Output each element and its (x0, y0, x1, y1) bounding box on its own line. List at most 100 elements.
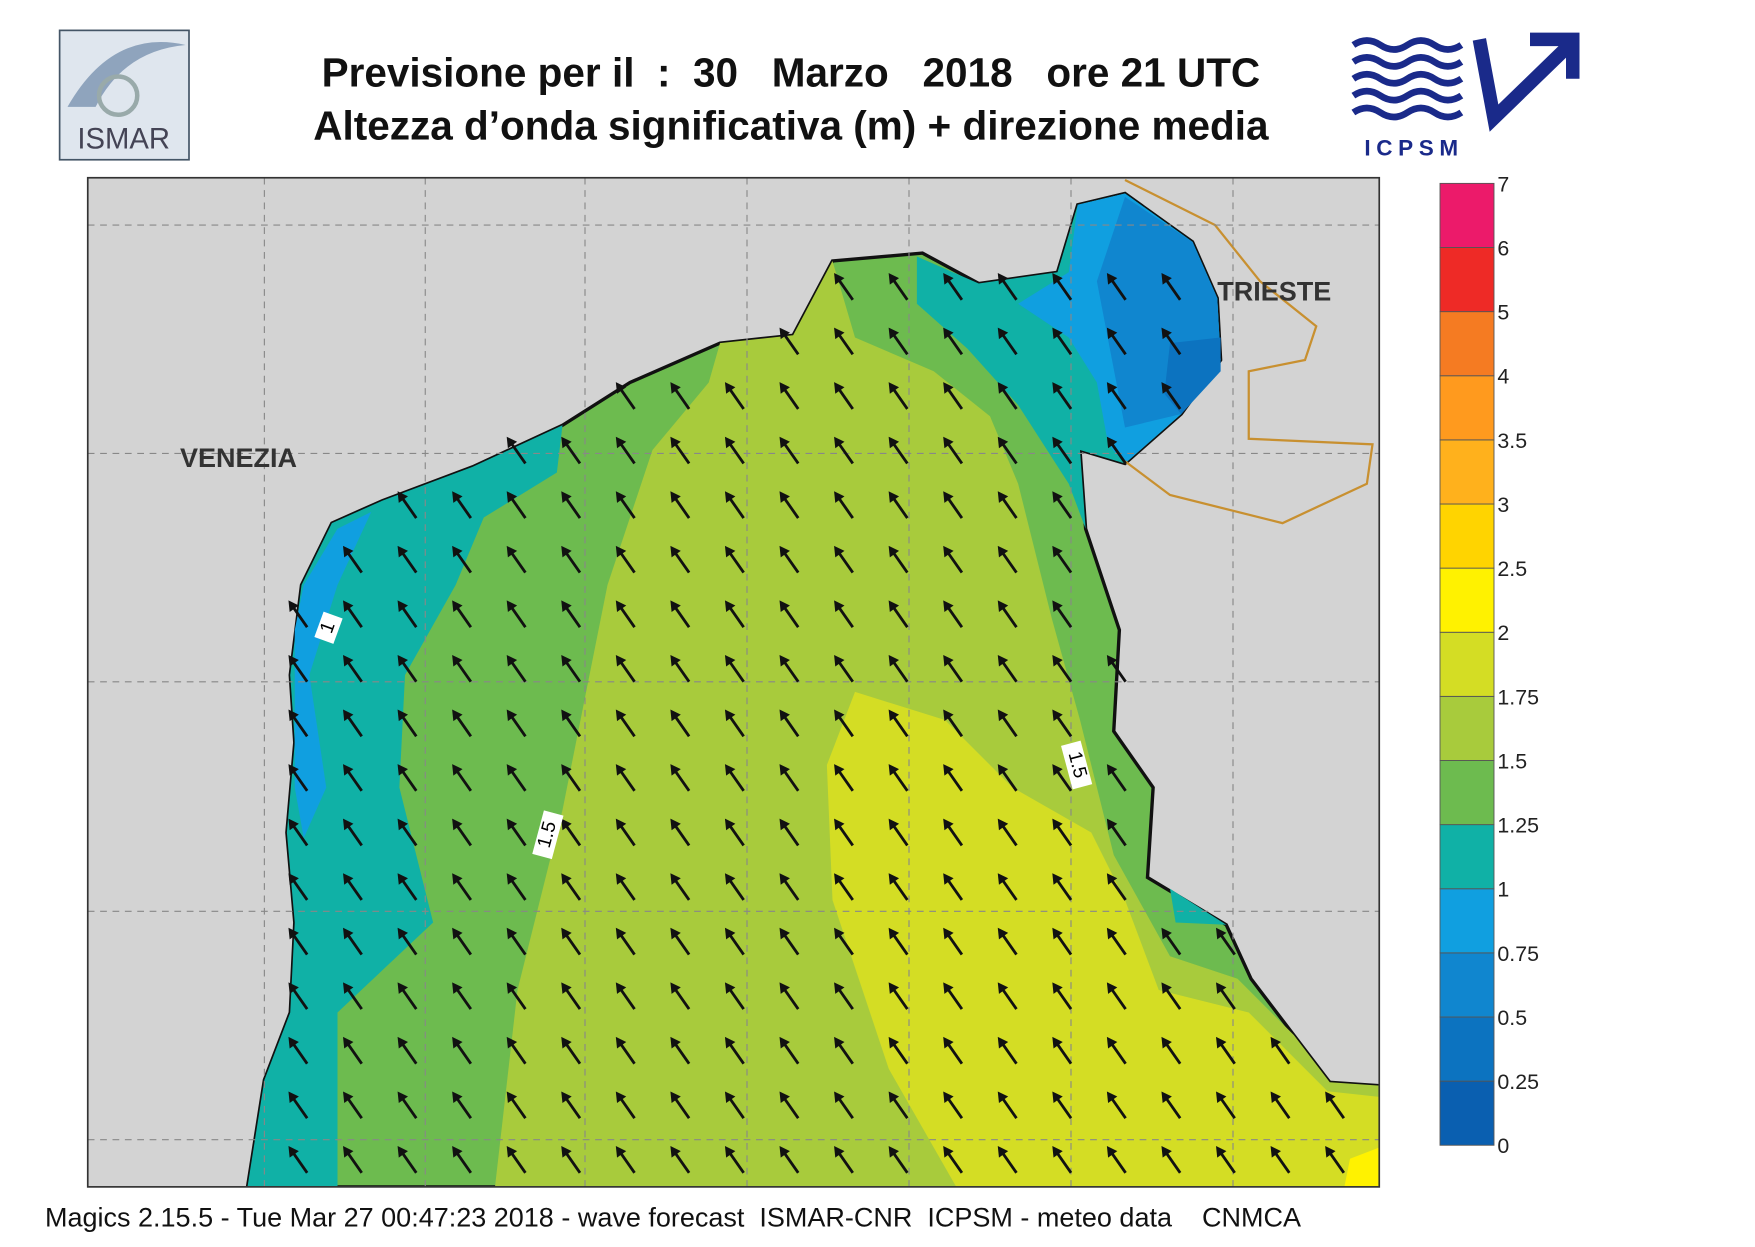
arrow-head (561, 764, 572, 776)
arrow-head (1052, 491, 1063, 503)
arrow (724, 818, 745, 847)
arrow-head (343, 709, 354, 722)
arrow (1052, 982, 1073, 1010)
arrow-head (397, 764, 408, 776)
arrow (724, 491, 745, 519)
colorbar-tick-label: 4 (1497, 365, 1509, 389)
arrow-head (1161, 273, 1172, 285)
arrow (888, 927, 909, 956)
arrow-head (724, 709, 736, 722)
arrow (670, 491, 691, 519)
map (87, 177, 1380, 1187)
arrow (1216, 982, 1236, 1010)
arrow (779, 1146, 800, 1174)
arrow-head (615, 600, 627, 612)
arrow-head (943, 436, 954, 449)
colorbar-tick-label: 2 (1497, 621, 1509, 645)
place-label: VENEZIA (180, 443, 297, 473)
colorbar-tick-label: 6 (1497, 236, 1509, 260)
arrow (452, 491, 472, 519)
arrow-head (397, 927, 408, 940)
arrow-head (779, 927, 790, 940)
arrow-head (288, 654, 299, 667)
arrow (1325, 1146, 1345, 1174)
arrow-head (834, 818, 845, 831)
arrow (779, 600, 800, 628)
arrow-head (724, 545, 736, 558)
contour-label-group: 1 (314, 611, 343, 644)
arrow (343, 709, 363, 738)
arrow (888, 818, 909, 847)
arrow-head (670, 382, 681, 394)
arrow-head (834, 382, 845, 394)
colorbar-tick-label: 1 (1497, 878, 1509, 902)
arrow (506, 709, 527, 738)
arrow (888, 982, 909, 1010)
arrow (724, 982, 745, 1010)
arrow (834, 273, 854, 301)
arrow (888, 1091, 909, 1120)
colorbar-segment (1439, 1016, 1495, 1082)
arrow-head (997, 1036, 1009, 1049)
arrow-head (506, 1146, 518, 1158)
arrow (397, 545, 418, 574)
arrow-head (670, 491, 681, 503)
arrow-head (997, 709, 1009, 722)
arrow (615, 600, 636, 628)
arrow (397, 1036, 418, 1065)
arrow-head (888, 709, 900, 722)
arrow-head (343, 764, 354, 776)
arrow (561, 709, 582, 738)
arrow (997, 273, 1018, 301)
arrow (779, 654, 800, 683)
arrow (1106, 382, 1127, 410)
arrow-head (1270, 1146, 1281, 1158)
arrow-head (397, 818, 408, 831)
arrow (724, 545, 745, 574)
band-yellow (826, 691, 1380, 1187)
arrow (343, 764, 363, 792)
arrow-head (397, 1091, 408, 1104)
arrow-head (670, 873, 681, 885)
arrow-head (397, 1036, 408, 1049)
arrow-head (834, 436, 845, 449)
arrow-head (724, 1146, 736, 1158)
arrow-head (997, 1146, 1009, 1158)
arrow (724, 382, 745, 410)
arrow (834, 654, 854, 683)
arrow-head (506, 1091, 518, 1104)
arrow-head (615, 709, 627, 722)
arrow-head (1161, 1146, 1172, 1158)
arrow (997, 1036, 1018, 1065)
arrow-head (506, 927, 518, 940)
arrow (288, 1091, 309, 1120)
arrow (615, 436, 636, 465)
arrow (343, 982, 363, 1010)
arrow (1106, 327, 1127, 356)
arrow (888, 1146, 909, 1174)
arrow-head (615, 1091, 627, 1104)
arrow-head (1052, 600, 1063, 612)
colorbar-tick-label: 0 (1497, 1134, 1509, 1158)
arrow (561, 1036, 582, 1065)
arrow-head (997, 818, 1009, 831)
arrow (343, 1091, 363, 1120)
arrow-head (997, 927, 1009, 940)
colorbar-segment (1439, 1080, 1495, 1146)
arrow (888, 545, 909, 574)
arrow (724, 654, 745, 683)
arrow (288, 927, 309, 956)
arrow-head (1106, 327, 1118, 340)
arrow (943, 654, 964, 683)
arrow-head (506, 654, 518, 667)
arrow (834, 600, 854, 628)
arrow-head (397, 600, 408, 612)
colorbar-tick-label: 1.25 (1497, 814, 1539, 838)
arrow-head (343, 545, 354, 558)
arrow-head (615, 982, 627, 994)
arrow-head (343, 1146, 354, 1158)
arrow (397, 654, 418, 683)
arrow-head (834, 1036, 845, 1049)
arrow (997, 382, 1018, 410)
arrow (670, 764, 691, 792)
